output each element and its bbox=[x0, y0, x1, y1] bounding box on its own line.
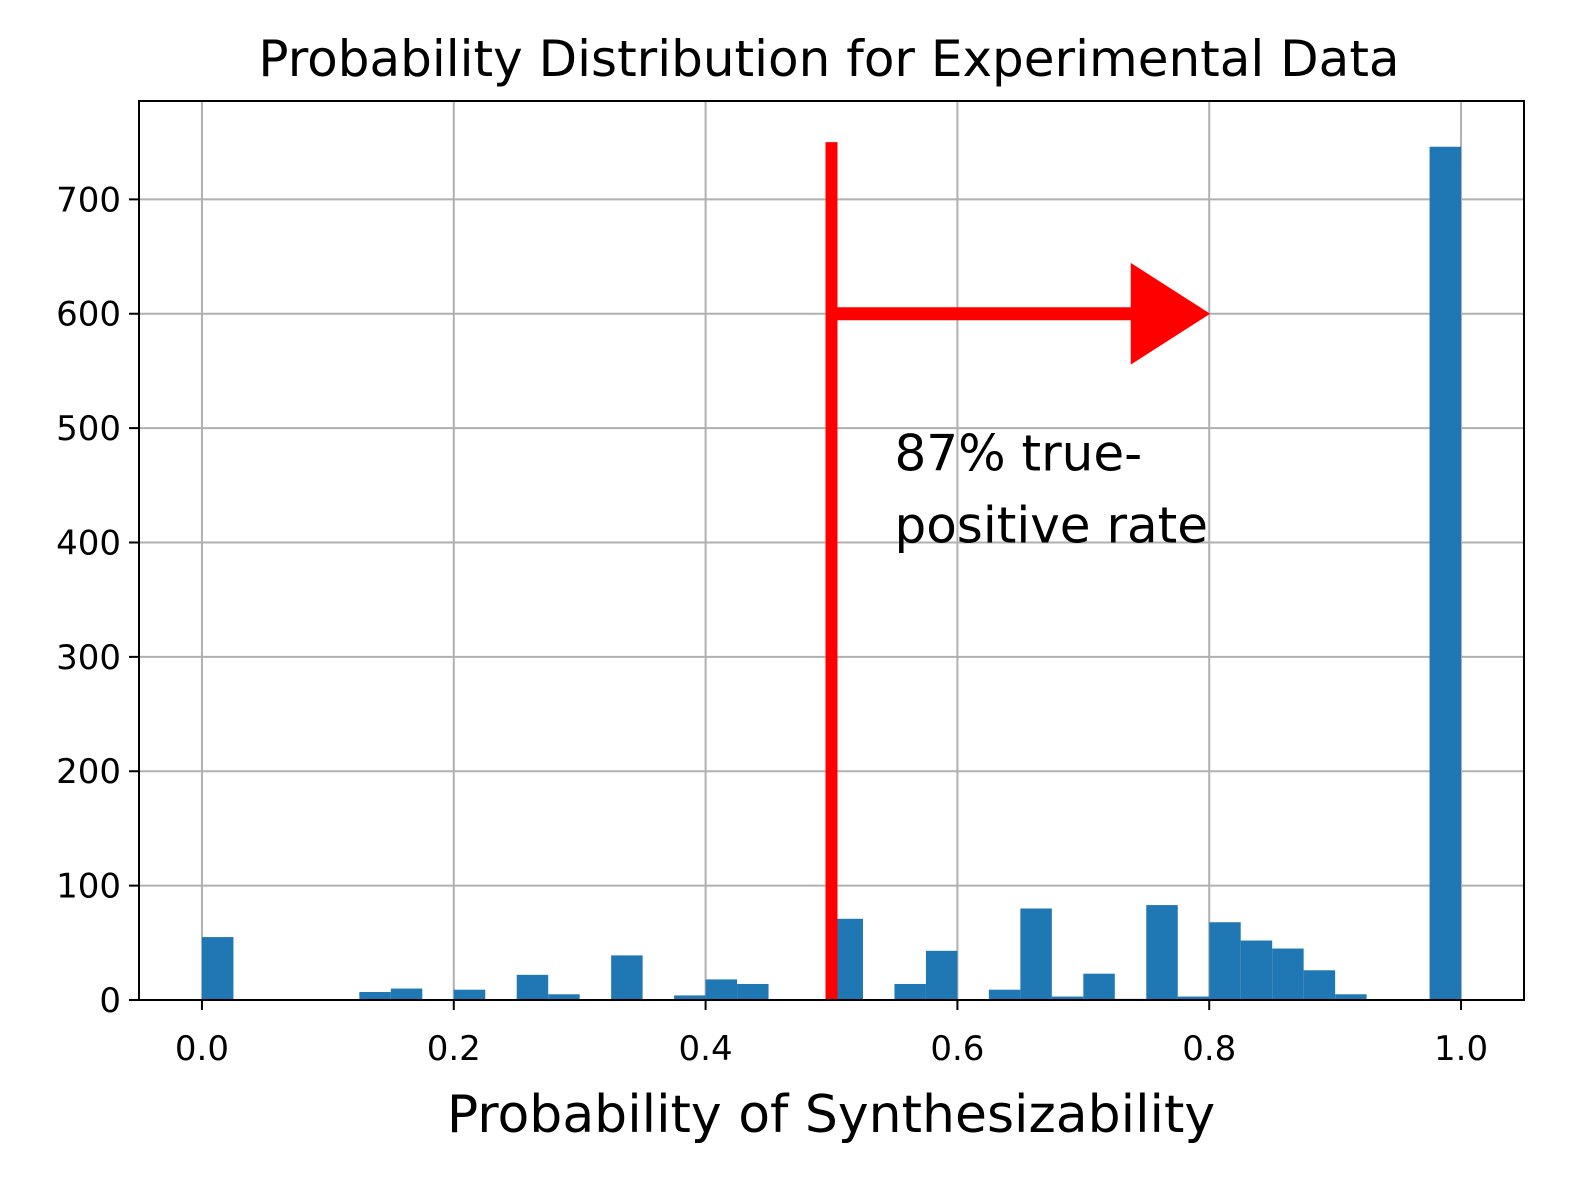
x-tick-label: 0.0 bbox=[175, 1029, 229, 1069]
y-tick-label: 100 bbox=[56, 867, 121, 907]
x-tick-label: 0.2 bbox=[427, 1029, 481, 1069]
y-axis-ticks: 0 100 200 300 400 500 600 700 bbox=[56, 180, 139, 1021]
histogram-bar bbox=[516, 974, 549, 1000]
y-tick-label: 600 bbox=[56, 295, 121, 335]
x-tick-label: 0.4 bbox=[679, 1029, 733, 1069]
histogram-bar bbox=[1240, 940, 1273, 1000]
y-tick-label: 0 bbox=[99, 981, 121, 1021]
y-tick-label: 500 bbox=[56, 409, 121, 449]
histogram-bar bbox=[1272, 948, 1304, 1000]
histogram-bar bbox=[548, 994, 580, 1000]
histogram-bar bbox=[390, 988, 423, 1000]
histogram-bar bbox=[705, 979, 738, 1000]
histogram-bars bbox=[201, 146, 1462, 1001]
histogram-bar bbox=[988, 989, 1021, 1000]
true-positive-annotation: 87% true-positive rate bbox=[894, 424, 1208, 554]
histogram-bar bbox=[925, 950, 958, 1000]
histogram-bar bbox=[611, 955, 643, 1000]
x-axis-label: Probability of Synthesizability bbox=[447, 1085, 1215, 1145]
y-tick-label: 200 bbox=[56, 752, 121, 792]
histogram-bar bbox=[674, 995, 706, 1000]
plot-frame bbox=[138, 100, 1525, 1001]
histogram-bar bbox=[1020, 908, 1052, 1000]
x-tick-label: 1.0 bbox=[1434, 1029, 1488, 1069]
histogram-bar bbox=[1303, 970, 1336, 1000]
y-tick-label: 400 bbox=[56, 523, 121, 563]
histogram-bar bbox=[359, 991, 391, 1000]
y-tick-label: 700 bbox=[56, 180, 121, 220]
histogram-bar bbox=[1209, 922, 1241, 1000]
annotation-line: positive rate bbox=[894, 496, 1208, 554]
histogram-bar bbox=[1177, 996, 1210, 1000]
threshold-overlay bbox=[825, 142, 1211, 1000]
histogram-bar bbox=[1429, 146, 1462, 1001]
histogram-bar bbox=[1083, 973, 1115, 1000]
annotation-line: 87% true- bbox=[894, 424, 1142, 482]
histogram-bar bbox=[453, 989, 486, 1000]
x-tick-label: 0.6 bbox=[930, 1029, 984, 1069]
chart-title: Probability Distribution for Experimenta… bbox=[258, 30, 1399, 88]
histogram-bar bbox=[1335, 994, 1367, 1000]
histogram-bar bbox=[201, 937, 234, 1000]
y-tick-label: 300 bbox=[56, 638, 121, 678]
histogram-bar bbox=[1146, 905, 1178, 1000]
x-tick-label: 0.8 bbox=[1182, 1029, 1236, 1069]
threshold-arrow bbox=[831, 262, 1211, 365]
x-axis-ticks: 0.0 0.2 0.4 0.6 0.8 1.0 bbox=[175, 1000, 1488, 1069]
histogram-bar bbox=[1051, 996, 1084, 1000]
histogram-bar bbox=[894, 983, 926, 1000]
histogram-bar bbox=[737, 983, 769, 1000]
